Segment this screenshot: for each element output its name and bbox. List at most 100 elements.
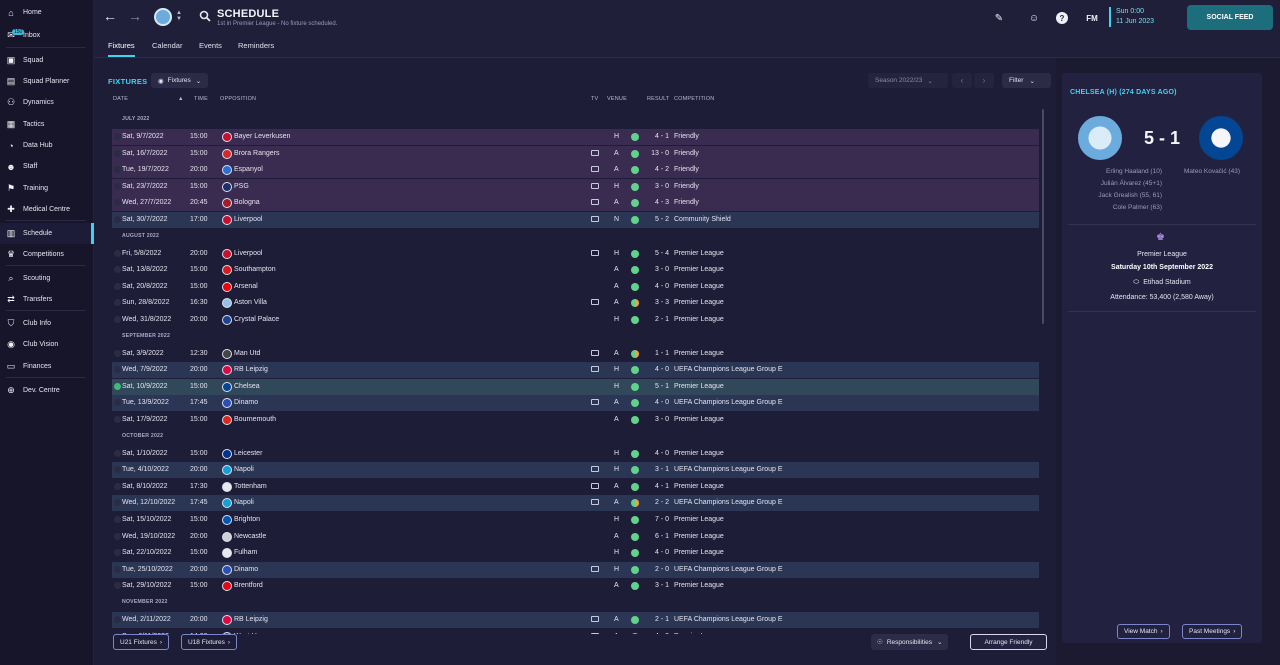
column-header-time[interactable]: TIME: [194, 96, 208, 102]
season-dropdown[interactable]: Season 2022/23 ⌄: [868, 73, 948, 88]
fixture-row[interactable]: Tue, 19/7/2022 20:00 Espanyol A 4 - 2 Friendl…: [112, 162, 1039, 179]
opposition-name[interactable]: Bournemouth: [234, 416, 277, 423]
fixture-result[interactable]: 7 - 0: [654, 516, 669, 523]
fixture-result[interactable]: 5 - 1: [654, 382, 669, 390]
row-select-icon[interactable]: [114, 149, 121, 157]
fixture-row[interactable]: Sun, 6/11/2022 14:00 West Ham A 4 - 2 Premier…: [112, 629, 1039, 634]
fixture-result[interactable]: 5 - 2: [654, 216, 669, 223]
fixture-row[interactable]: Wed, 19/10/2022 20:00 Newcastle A 6 - 1 Premi…: [112, 529, 1039, 545]
fixture-result[interactable]: 3 - 3: [654, 299, 669, 307]
next-season-button[interactable]: ›: [974, 73, 994, 88]
row-select-icon[interactable]: [114, 532, 121, 540]
fixture-row[interactable]: Sat, 13/8/2022 15:00 Southampton A 3 - 0 Prem…: [112, 262, 1039, 278]
fixture-result[interactable]: 4 - 0: [654, 449, 669, 457]
sidebar-item-squad[interactable]: ▣ Squad: [0, 50, 94, 71]
fixture-row[interactable]: Sat, 10/9/2022 15:00 Chelsea H 5 - 1 Premier …: [112, 378, 1039, 395]
fixture-result[interactable]: 4 - 0: [654, 399, 669, 407]
club-crest-icon[interactable]: [154, 8, 172, 26]
opposition-name[interactable]: Arsenal: [234, 282, 258, 290]
fixture-row[interactable]: Sat, 20/8/2022 15:00 Arsenal A 4 - 0 Premier …: [112, 279, 1039, 295]
past-meetings-button[interactable]: Past Meetings ›: [1182, 624, 1243, 639]
tab-calendar[interactable]: Calendar: [152, 41, 182, 50]
fixture-result[interactable]: 4 - 2: [654, 166, 669, 174]
sidebar-item-schedule[interactable]: ▥ Schedule: [0, 223, 94, 244]
row-select-icon[interactable]: [114, 565, 121, 573]
opposition-name[interactable]: Brighton: [234, 516, 261, 523]
opposition-name[interactable]: Newcastle: [234, 532, 267, 540]
u21-fixtures-button[interactable]: U21 Fixtures ›: [113, 634, 170, 650]
column-header-date[interactable]: DATE: [113, 96, 129, 102]
fixture-result[interactable]: 4 - 0: [654, 366, 669, 374]
row-select-icon[interactable]: [114, 632, 121, 634]
fixture-row[interactable]: Sat, 23/7/2022 15:00 PSG H 3 - 0 Friendly: [112, 178, 1039, 195]
row-select-icon[interactable]: [114, 449, 121, 457]
opposition-name[interactable]: Tottenham: [234, 482, 267, 490]
row-select-icon[interactable]: [114, 616, 121, 623]
fixture-result[interactable]: 1 - 1: [654, 349, 669, 357]
social-feed-button[interactable]: SOCIAL FEED: [1187, 5, 1273, 30]
row-select-icon[interactable]: [114, 282, 121, 290]
fixture-result[interactable]: 4 - 1: [654, 133, 669, 140]
fixture-row[interactable]: Sat, 16/7/2022 15:00 Brora Rangers A 13 - 0 F…: [112, 145, 1039, 162]
scrollbar[interactable]: [1042, 109, 1044, 324]
tab-reminders[interactable]: Reminders: [238, 41, 274, 50]
sidebar-item-home[interactable]: ⌂ Home: [0, 2, 94, 23]
tab-fixtures[interactable]: Fixtures: [108, 41, 135, 57]
tab-events[interactable]: Events: [199, 41, 222, 50]
opposition-name[interactable]: RB Leipzig: [234, 366, 268, 374]
opposition-name[interactable]: Brora Rangers: [234, 149, 280, 157]
opposition-name[interactable]: Espanyol: [234, 166, 263, 174]
row-select-icon[interactable]: [114, 582, 121, 590]
sidebar-item-club-info[interactable]: ⛉ Club Info: [0, 313, 94, 334]
fixture-result[interactable]: 4 - 0: [654, 282, 669, 290]
fixture-row[interactable]: Sat, 30/7/2022 17:00 Liverpool N 5 - 2 Commun…: [112, 212, 1039, 228]
opposition-name[interactable]: Dinamo: [234, 565, 259, 573]
column-header-tv[interactable]: TV: [591, 96, 599, 102]
column-header-competition[interactable]: COMPETITION: [674, 96, 715, 102]
row-select-icon[interactable]: [114, 166, 121, 174]
opposition-name[interactable]: Aston Villa: [234, 299, 267, 307]
sidebar-item-data-hub[interactable]: ◔ Data Hub: [0, 135, 94, 156]
sidebar-item-inbox[interactable]: ✉ 150 Inbox: [0, 25, 94, 46]
fixture-result[interactable]: 4 - 3: [654, 199, 669, 207]
fixture-row[interactable]: Wed, 27/7/2022 20:45 Bologna A 4 - 3 Friendly: [112, 195, 1039, 212]
fixture-result[interactable]: 3 - 1: [654, 582, 669, 590]
back-arrow-icon[interactable]: ←: [103, 8, 117, 24]
row-select-icon[interactable]: [114, 349, 121, 357]
sidebar-item-dynamics[interactable]: ⚇ Dynamics: [0, 92, 94, 113]
opposition-name[interactable]: Southampton: [234, 266, 276, 274]
sidebar-item-training[interactable]: ⚑ Training: [0, 178, 94, 199]
row-select-icon[interactable]: [114, 182, 121, 190]
opposition-name[interactable]: Bologna: [234, 199, 260, 207]
fixtures-view-dropdown[interactable]: ◉ Fixtures ⌄: [151, 73, 209, 88]
sidebar-item-medical-centre[interactable]: ✚ Medical Centre: [0, 199, 94, 220]
fixture-row[interactable]: Wed, 12/10/2022 17:45 Napoli A 2 - 2 UEFA Cha…: [112, 495, 1039, 512]
fixture-row[interactable]: Sat, 9/7/2022 15:00 Bayer Leverkusen H 4 - 1…: [112, 129, 1039, 145]
opposition-name[interactable]: Napoli: [234, 466, 254, 474]
sidebar-item-transfers[interactable]: ⇄ Transfers: [0, 289, 94, 310]
responsibilities-button[interactable]: ☉ Responsibilities ⌄: [871, 634, 949, 650]
fixture-row[interactable]: Sat, 15/10/2022 15:00 Brighton H 7 - 0 Premie…: [112, 512, 1039, 528]
row-select-icon[interactable]: [114, 216, 121, 223]
fixture-row[interactable]: Sat, 29/10/2022 15:00 Brentford A 3 - 1 Premi…: [112, 578, 1039, 594]
opposition-name[interactable]: Leicester: [234, 449, 263, 457]
fm-menu-button[interactable]: FM: [1086, 13, 1098, 23]
column-header-opposition[interactable]: OPPOSITION: [220, 96, 257, 102]
away-team-crest[interactable]: [1199, 116, 1243, 160]
fixture-result[interactable]: 3 - 0: [654, 266, 669, 274]
fixture-result[interactable]: 5 - 4: [654, 249, 669, 257]
row-select-icon[interactable]: [114, 382, 121, 390]
row-select-icon[interactable]: [114, 249, 121, 257]
opposition-name[interactable]: Crystal Palace: [234, 316, 280, 323]
fixture-result[interactable]: 4 - 0: [654, 549, 669, 557]
fixture-result[interactable]: 2 - 1: [654, 316, 669, 323]
arrange-friendly-button[interactable]: Arrange Friendly: [970, 634, 1047, 650]
previous-season-button[interactable]: ‹: [952, 73, 972, 88]
fixture-row[interactable]: Sat, 8/10/2022 17:30 Tottenham A 4 - 1 Premie…: [112, 479, 1039, 495]
fixture-row[interactable]: Sat, 22/10/2022 15:00 Fulham H 4 - 0 Premier …: [112, 545, 1039, 561]
row-select-icon[interactable]: [114, 199, 121, 207]
filter-button[interactable]: Filter ⌄: [1002, 73, 1051, 88]
row-select-icon[interactable]: [114, 482, 121, 490]
manager-icon[interactable]: ☺: [1028, 12, 1040, 24]
view-match-button[interactable]: View Match ›: [1117, 624, 1170, 639]
